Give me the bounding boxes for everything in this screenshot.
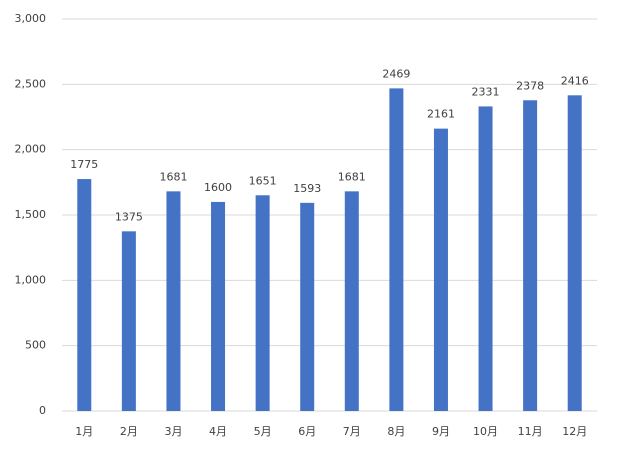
data-label: 1375: [115, 210, 143, 223]
bar: [211, 201, 226, 411]
data-label: 1681: [159, 170, 187, 183]
data-label: 2416: [561, 74, 589, 87]
bar: [567, 95, 582, 412]
y-tick-label: 1,500: [15, 208, 47, 221]
x-tick-label: 5月: [254, 425, 272, 438]
x-tick-label: 8月: [387, 425, 405, 438]
data-label: 1593: [293, 182, 321, 195]
bar: [344, 191, 359, 411]
bar: [300, 202, 315, 411]
x-tick-label: 7月: [343, 425, 361, 438]
x-tick-label: 9月: [432, 425, 450, 438]
bar: [478, 106, 493, 411]
y-tick-label: 1,000: [15, 273, 47, 286]
bar: [166, 191, 181, 411]
x-tick-label: 2月: [120, 425, 138, 438]
y-tick-label: 0: [39, 404, 46, 417]
x-tick-label: 6月: [298, 425, 316, 438]
bar: [523, 100, 538, 412]
x-tick-label: 11月: [518, 425, 543, 438]
bar: [121, 231, 136, 411]
data-label: 2331: [472, 85, 500, 98]
x-tick-label: 12月: [562, 425, 587, 438]
data-label: 1775: [70, 158, 98, 171]
y-tick-label: 2,000: [15, 143, 47, 156]
data-label: 2378: [516, 79, 544, 92]
x-tick-label: 3月: [164, 425, 182, 438]
data-label: 2469: [382, 67, 410, 80]
data-label: 1651: [249, 174, 277, 187]
bar: [433, 128, 448, 411]
x-tick-label: 10月: [473, 425, 498, 438]
data-label: 1600: [204, 181, 232, 194]
bar: [77, 179, 92, 411]
x-tick-label: 1月: [75, 425, 93, 438]
data-label: 1681: [338, 170, 366, 183]
y-tick-label: 3,000: [15, 12, 47, 25]
y-tick-label: 500: [25, 339, 46, 352]
data-label: 2161: [427, 108, 455, 121]
x-tick-label: 4月: [209, 425, 227, 438]
y-tick-label: 2,500: [15, 77, 47, 90]
bar: [255, 195, 270, 411]
bar: [389, 88, 404, 411]
